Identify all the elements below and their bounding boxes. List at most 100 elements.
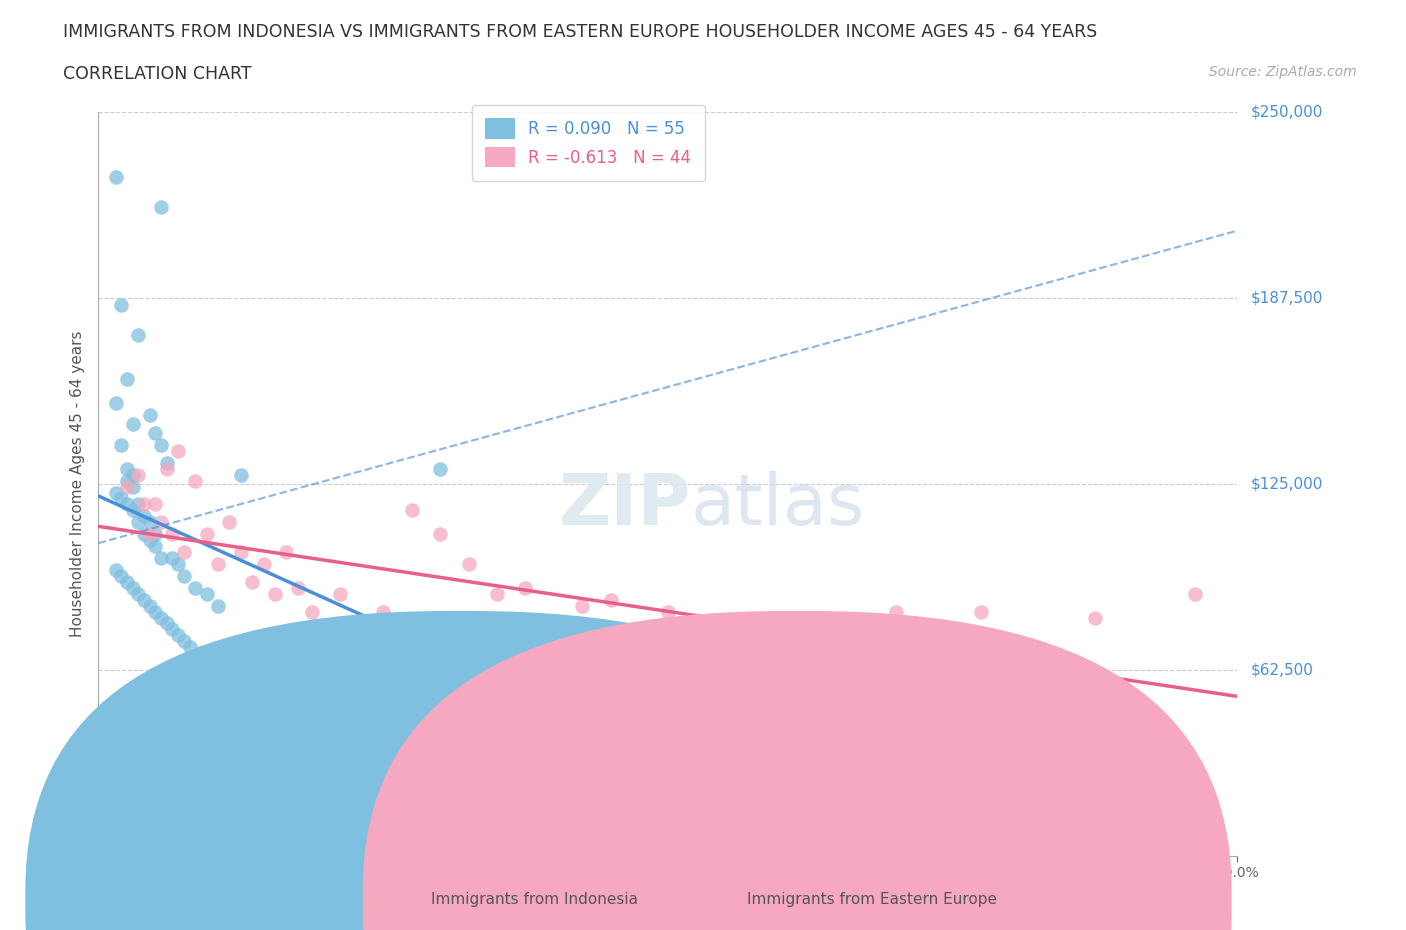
Point bbox=[195, 586, 218, 601]
Point bbox=[207, 556, 229, 571]
Point bbox=[190, 645, 212, 660]
Point bbox=[110, 724, 132, 738]
Point bbox=[115, 497, 138, 512]
Point bbox=[229, 467, 252, 482]
Point bbox=[685, 622, 707, 637]
Y-axis label: Householder Income Ages 45 - 64 years: Householder Income Ages 45 - 64 years bbox=[69, 330, 84, 637]
Point bbox=[104, 396, 127, 411]
Text: CORRELATION CHART: CORRELATION CHART bbox=[63, 65, 252, 83]
Point bbox=[138, 598, 160, 613]
Text: Immigrants from Eastern Europe: Immigrants from Eastern Europe bbox=[747, 892, 997, 907]
Point bbox=[173, 634, 195, 649]
Point bbox=[343, 634, 366, 649]
Point bbox=[127, 467, 149, 482]
Point bbox=[173, 568, 195, 583]
Point bbox=[138, 407, 160, 422]
Point bbox=[115, 575, 138, 590]
Point bbox=[628, 634, 651, 649]
Text: $187,500: $187,500 bbox=[1251, 290, 1323, 305]
Point bbox=[515, 580, 537, 595]
Point bbox=[145, 497, 167, 512]
FancyBboxPatch shape bbox=[363, 611, 1232, 930]
Point bbox=[150, 551, 173, 565]
Point bbox=[127, 497, 149, 512]
Point bbox=[429, 461, 451, 476]
Point bbox=[132, 526, 155, 541]
Point bbox=[150, 199, 173, 214]
Point bbox=[138, 515, 160, 530]
Point bbox=[457, 556, 479, 571]
Point bbox=[121, 580, 143, 595]
Point bbox=[127, 327, 149, 342]
Legend: R = 0.090   N = 55, R = -0.613   N = 44: R = 0.090 N = 55, R = -0.613 N = 44 bbox=[471, 105, 704, 180]
Point bbox=[156, 616, 179, 631]
Point bbox=[167, 556, 190, 571]
FancyBboxPatch shape bbox=[25, 611, 894, 930]
Point bbox=[600, 592, 623, 607]
Point bbox=[195, 526, 218, 541]
Point bbox=[799, 682, 821, 697]
Point bbox=[657, 604, 679, 619]
Point bbox=[145, 426, 167, 441]
Point bbox=[145, 538, 167, 553]
Point bbox=[138, 533, 160, 548]
Text: atlas: atlas bbox=[690, 472, 865, 540]
Point bbox=[276, 545, 298, 560]
Point bbox=[828, 747, 851, 762]
Point bbox=[150, 610, 173, 625]
Text: Immigrants from Indonesia: Immigrants from Indonesia bbox=[430, 892, 638, 907]
Point bbox=[115, 473, 138, 488]
Text: $125,000: $125,000 bbox=[1251, 476, 1323, 491]
Point bbox=[110, 568, 132, 583]
Point bbox=[104, 169, 127, 184]
Point bbox=[714, 645, 737, 660]
Point bbox=[138, 526, 160, 541]
Point bbox=[884, 604, 907, 619]
Point bbox=[132, 497, 155, 512]
Point bbox=[110, 491, 132, 506]
Point bbox=[329, 586, 352, 601]
Point bbox=[156, 461, 179, 476]
Point bbox=[121, 467, 143, 482]
Point bbox=[212, 658, 235, 672]
Text: $250,000: $250,000 bbox=[1251, 104, 1323, 119]
Point bbox=[264, 586, 287, 601]
Point bbox=[543, 622, 565, 637]
Point bbox=[287, 580, 309, 595]
Point bbox=[156, 456, 179, 471]
Point bbox=[373, 604, 395, 619]
Point bbox=[115, 461, 138, 476]
Point bbox=[184, 580, 207, 595]
Point bbox=[132, 509, 155, 524]
Point bbox=[1084, 610, 1107, 625]
Point bbox=[184, 473, 207, 488]
Point bbox=[145, 604, 167, 619]
Point bbox=[150, 437, 173, 452]
Point bbox=[315, 622, 337, 637]
Point bbox=[162, 622, 184, 637]
Point bbox=[127, 586, 149, 601]
Point bbox=[179, 640, 201, 655]
Point bbox=[150, 515, 173, 530]
Point bbox=[571, 598, 593, 613]
Point bbox=[121, 503, 143, 518]
Point bbox=[145, 526, 167, 541]
Point bbox=[110, 437, 132, 452]
Point bbox=[115, 372, 138, 387]
Point bbox=[167, 628, 190, 643]
Point bbox=[486, 586, 509, 601]
Point bbox=[429, 526, 451, 541]
Point bbox=[252, 556, 274, 571]
Point bbox=[401, 503, 423, 518]
Text: IMMIGRANTS FROM INDONESIA VS IMMIGRANTS FROM EASTERN EUROPE HOUSEHOLDER INCOME A: IMMIGRANTS FROM INDONESIA VS IMMIGRANTS … bbox=[63, 23, 1098, 41]
Point bbox=[201, 652, 224, 667]
Point bbox=[121, 417, 143, 432]
Point bbox=[218, 515, 240, 530]
Point bbox=[104, 563, 127, 578]
Point bbox=[162, 526, 184, 541]
Point bbox=[132, 592, 155, 607]
Point bbox=[229, 545, 252, 560]
Point bbox=[970, 604, 993, 619]
Text: $62,500: $62,500 bbox=[1251, 662, 1315, 677]
Point bbox=[301, 604, 323, 619]
